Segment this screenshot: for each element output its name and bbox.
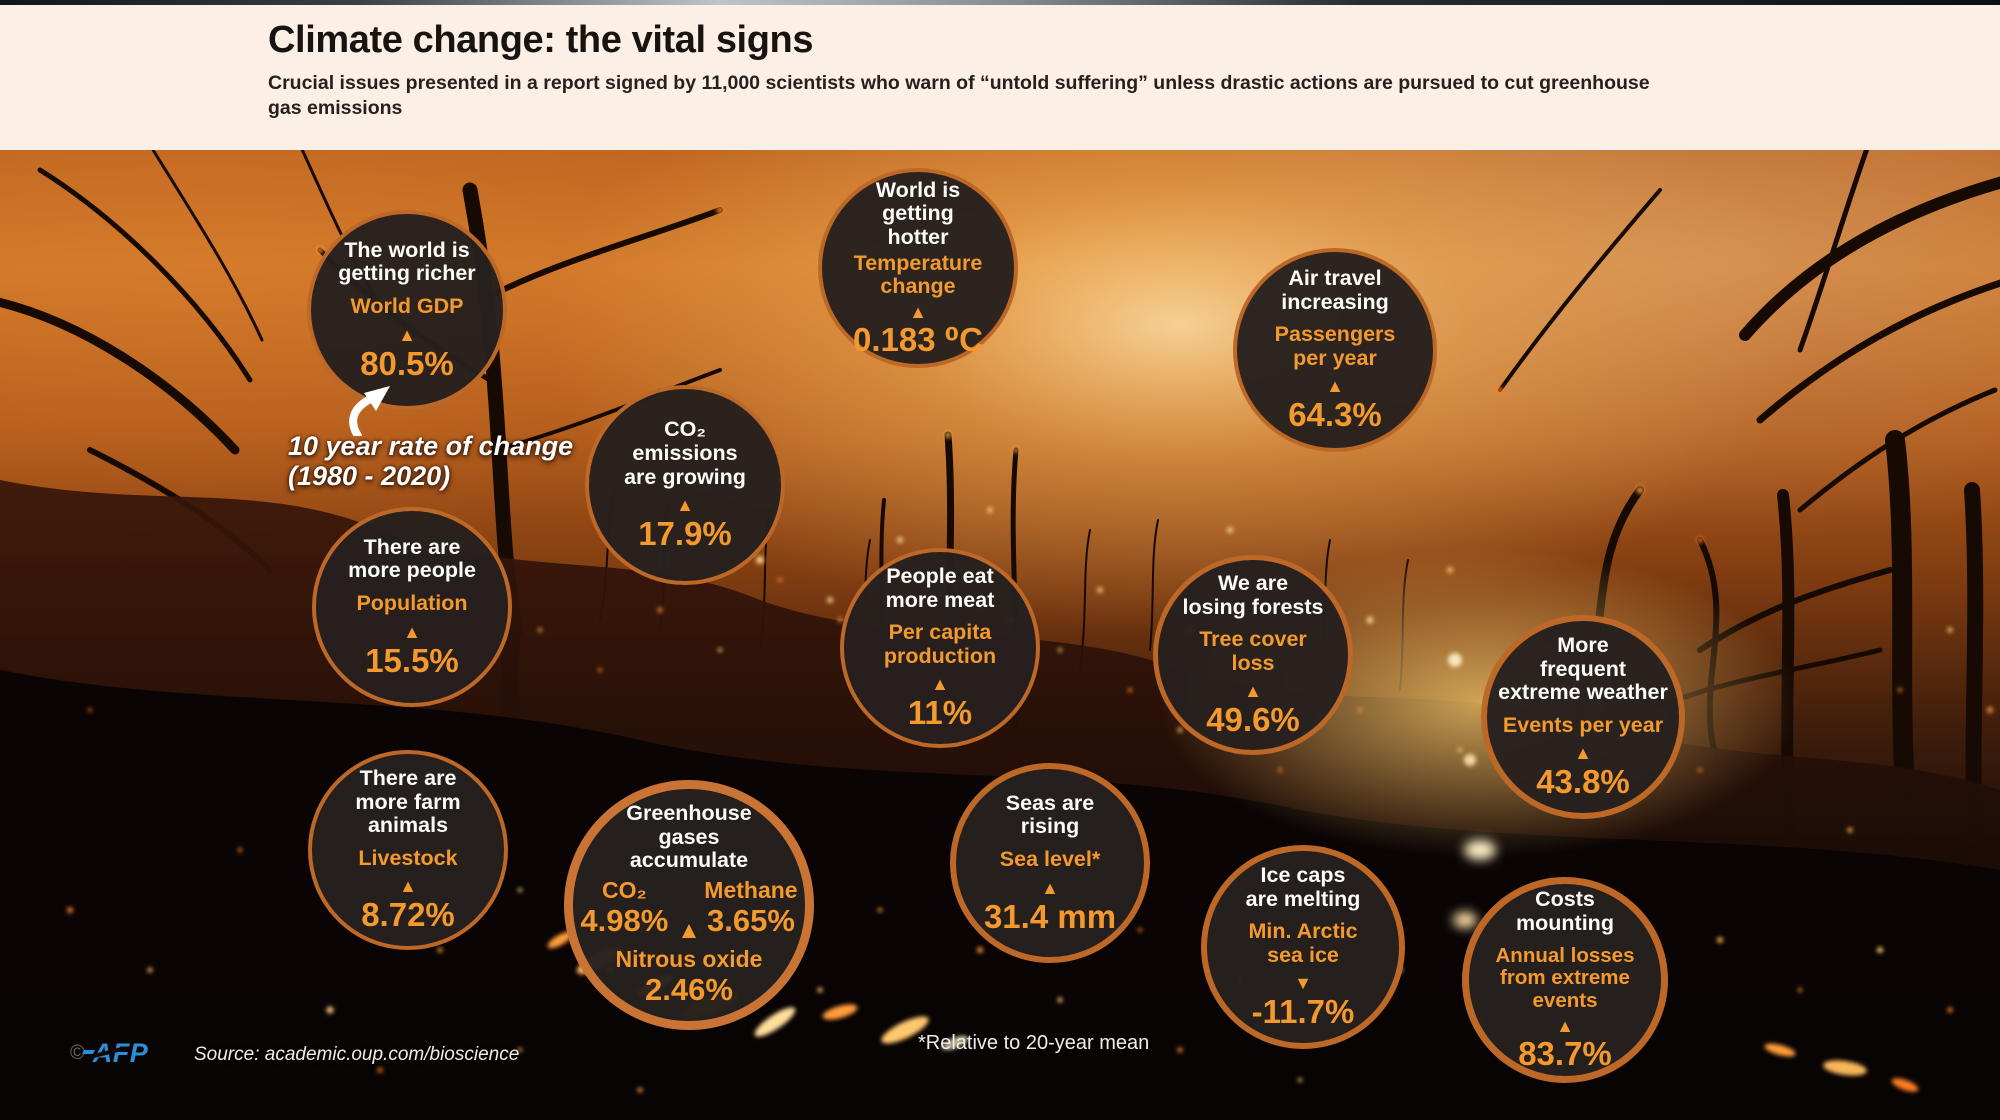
gas-co2: CO₂ 4.98% (580, 877, 669, 939)
bubble-value: 11% (907, 694, 973, 732)
bubble-title: Air travel increasing (1281, 265, 1389, 314)
source-text: Source: academic.oup.com/bioscience (194, 1044, 520, 1065)
bubble-value: 31.4 mm (983, 897, 1117, 935)
stat-bubble-temperature: World is getting hotter Temperature chan… (818, 168, 1018, 368)
trend-up-icon: ▲ (931, 674, 949, 695)
gas-row: CO₂ 4.98% Methane 3.65% (580, 877, 798, 939)
bubble-metric: Temperature change (853, 250, 983, 299)
stat-bubble-co2-emissions: CO₂ emissions are growing ▲ 17.9% (585, 385, 785, 585)
bubble-value: 80.5% (360, 344, 454, 382)
trend-down-icon: ▼ (1294, 973, 1312, 994)
bubble-metric: World GDP (350, 294, 464, 318)
bubble-value: 15.5% (365, 641, 459, 679)
copyright-icon: © (70, 1042, 85, 1064)
trend-up-icon: ▲ (1326, 376, 1344, 397)
trend-up-icon: ▲ (399, 876, 417, 897)
bubble-metric: Tree cover loss (1199, 627, 1307, 675)
trend-up-icon: ▲ (398, 324, 416, 345)
bubble-title: Ice caps are melting (1245, 862, 1361, 911)
bubble-title: More frequent extreme weather (1498, 632, 1668, 705)
stat-bubble-greenhouse-gases: Greenhouse gases accumulate CO₂ 4.98% Me… (564, 780, 814, 1030)
bubble-metric: Sea level* (999, 847, 1101, 871)
bubble-value: 43.8% (1536, 763, 1630, 801)
stat-bubble-extreme-weather: More frequent extreme weather Events per… (1481, 615, 1685, 819)
bubble-title: There are more people (348, 534, 476, 583)
trend-up-icon: ▲ (403, 621, 421, 642)
stat-bubble-livestock: There are more farm animals Livestock ▲ … (308, 750, 508, 950)
bubble-value: 64.3% (1288, 396, 1382, 434)
bubble-value: 49.6% (1206, 701, 1300, 739)
stat-bubble-arctic-ice: Ice caps are melting Min. Arctic sea ice… (1201, 845, 1405, 1049)
bubble-value: 8.72% (361, 896, 455, 934)
stat-bubble-population: There are more people Population ▲ 15.5% (312, 507, 512, 707)
annotation-arrow-icon (349, 386, 390, 436)
bubble-value: 83.7% (1518, 1035, 1612, 1073)
bubble-title: There are more farm animals (355, 765, 461, 838)
bubble-value: -11.7% (1251, 993, 1355, 1031)
trend-up-icon: ▲ (909, 301, 927, 322)
trend-up-icon: ▲ (1244, 681, 1262, 702)
gas-value: 3.65% (706, 903, 795, 939)
stat-bubble-meat-production: People eat more meat Per capita producti… (840, 548, 1040, 748)
stat-bubble-air-travel: Air travel increasing Passengers per yea… (1233, 248, 1437, 452)
bubble-metric: Annual losses from extreme events (1495, 943, 1635, 1012)
stat-bubble-sea-level: Seas are rising Sea level* ▲ 31.4 mm (950, 763, 1150, 963)
stat-bubble-costs: Costs mounting Annual losses from extrem… (1462, 877, 1668, 1083)
bubble-metric: Passengers per year (1274, 322, 1396, 370)
bubble-title: We are losing forests (1182, 570, 1324, 619)
top-strip (0, 0, 2000, 5)
bubble-title: Costs mounting (1516, 887, 1614, 935)
bubble-metric: Livestock (358, 845, 458, 870)
bubble-title: People eat more meat (885, 563, 995, 612)
bubble-value: 17.9% (638, 515, 732, 553)
gas-nitrous-oxide: Nitrous oxide 2.46% (615, 945, 763, 1008)
bubble-title: CO₂ emissions are growing (624, 417, 746, 489)
bubble-title: World is getting hotter (875, 177, 961, 249)
afp-logo: AFP (81, 1038, 149, 1069)
page-subtitle: Crucial issues presented in a report sig… (268, 72, 1650, 119)
trend-up-icon: ▲ (1574, 743, 1592, 764)
footnote: *Relative to 20-year mean (918, 1032, 1150, 1054)
bubble-metric: Min. Arctic sea ice (1248, 919, 1358, 967)
stat-bubble-tree-cover: We are losing forests Tree cover loss ▲ … (1153, 555, 1353, 755)
trend-up-icon: ▲ (1041, 877, 1059, 898)
page-title: Climate change: the vital signs (268, 19, 814, 61)
stat-bubble-world-gdp: The world is getting richer World GDP ▲ … (307, 210, 507, 410)
gas-name: CO₂ (601, 877, 647, 904)
bubble-metric: Population (356, 591, 468, 615)
gas-methane: Methane 3.65% (704, 877, 798, 939)
bubble-metric: Per capita production (883, 620, 997, 668)
bubble-metric: Events per year (1502, 712, 1664, 737)
trend-up-icon: ▲ (677, 916, 701, 944)
gas-name: Nitrous oxide (615, 945, 763, 972)
bubble-value: 0.183 ⁰C (852, 320, 984, 358)
gas-value: 4.98% (580, 903, 669, 939)
trend-up-icon: ▲ (676, 495, 694, 516)
bubble-title: The world is getting richer (338, 237, 476, 286)
header: Climate change: the vital signs Crucial … (0, 5, 2000, 150)
credit: © AFP (70, 1038, 148, 1069)
trend-up-icon: ▲ (1556, 1016, 1574, 1037)
annotation-text: 10 year rate of change (1980 - 2020) (288, 431, 574, 491)
bubble-title: Greenhouse gases accumulate (626, 801, 752, 873)
bubble-title: Seas are rising (1005, 790, 1095, 839)
gas-name: Methane (704, 877, 798, 904)
gas-value: 2.46% (645, 972, 733, 1008)
